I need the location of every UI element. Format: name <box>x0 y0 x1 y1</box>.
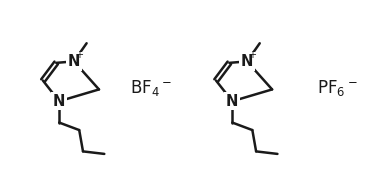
Text: N: N <box>241 54 253 69</box>
Text: +: + <box>248 50 256 61</box>
Text: BF$_4$$^-$: BF$_4$$^-$ <box>130 78 172 98</box>
Text: N: N <box>226 94 239 109</box>
Text: N: N <box>68 54 80 69</box>
Text: N: N <box>53 94 65 109</box>
Text: PF$_6$$^-$: PF$_6$$^-$ <box>317 78 358 98</box>
Text: +: + <box>75 50 83 61</box>
